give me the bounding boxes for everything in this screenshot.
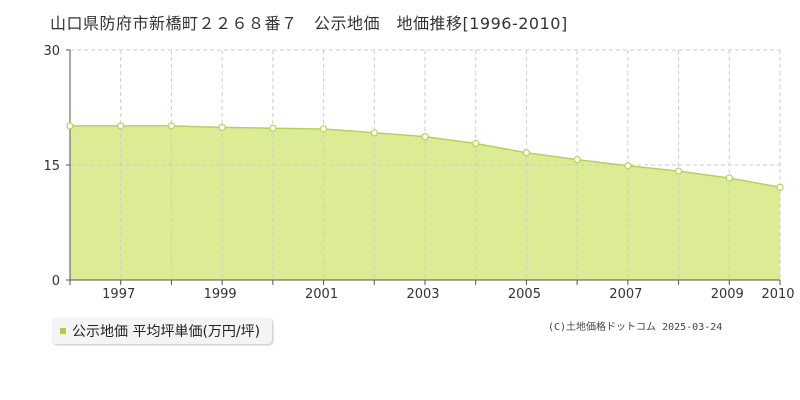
series-area [70, 125, 780, 281]
x-tick-label: 2005 [508, 287, 541, 302]
data-point [269, 124, 277, 132]
data-point [117, 122, 125, 130]
y-tick-label: 0 [52, 274, 60, 289]
data-point [522, 149, 531, 157]
data-point [66, 122, 74, 130]
x-tick-label: 2010 [761, 287, 794, 302]
data-point [674, 167, 683, 175]
x-tick-label: 2001 [305, 287, 338, 302]
x-tick-label: 2007 [609, 287, 642, 302]
x-tick-label: 2009 [711, 287, 744, 302]
page-title: 山口県防府市新橋町２２６８番７ 公示地価 地価推移[1996-2010] [50, 14, 568, 33]
x-tick-label: 1999 [204, 287, 237, 302]
data-point [218, 123, 226, 132]
x-tick-label: 2003 [406, 287, 439, 302]
x-tick-label: 1997 [102, 287, 135, 302]
credit-text: (C)土地価格ドットコム 2025-03-24 [548, 322, 723, 333]
legend: 公示地価 平均坪単価(万円/坪) [52, 318, 273, 344]
data-point [624, 162, 632, 170]
data-point [319, 125, 328, 133]
legend-label: 公示地価 平均坪単価(万円/坪) [72, 324, 261, 340]
data-point [725, 174, 733, 182]
y-tick-label: 30 [43, 44, 60, 59]
data-point [573, 156, 581, 164]
data-point [776, 183, 784, 191]
y-tick-label: 15 [43, 159, 60, 174]
legend-swatch [60, 328, 66, 334]
data-point [167, 122, 176, 130]
data-point [472, 139, 480, 148]
data-point [370, 129, 378, 137]
data-point [421, 133, 429, 141]
